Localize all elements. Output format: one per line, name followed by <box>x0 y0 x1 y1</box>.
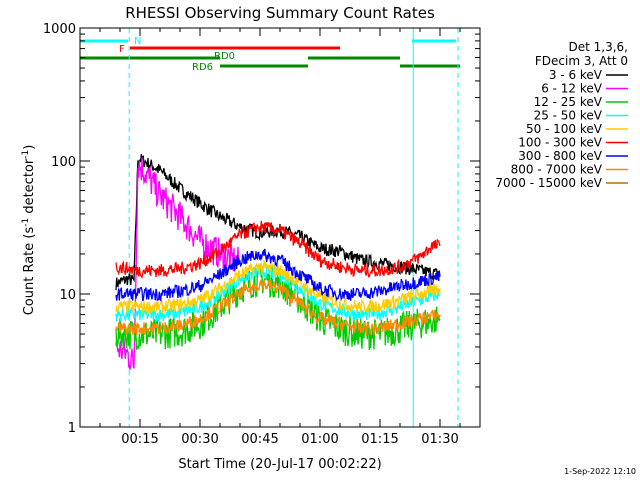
x-axis-ticks: 00:15 00:30 00:45 01:00 01:15 01:30 <box>79 28 481 447</box>
legend-entry-label: 800 - 7000 keV <box>511 163 603 177</box>
flag-bar-label: F <box>119 44 125 55</box>
legend-entry-label: 3 - 6 keV <box>549 68 603 82</box>
footer-timestamp: 1-Sep-2022 12:10 <box>564 467 636 476</box>
x-tick-label: 01:30 <box>421 432 458 447</box>
y-axis-label-part: detector <box>22 158 37 218</box>
x-axis-label: Start Time (20-Jul-17 00:02:22) <box>178 457 381 472</box>
series-line <box>115 278 441 336</box>
y-axis-label-superscript: -1 <box>21 218 31 227</box>
chart-title: RHESSI Observing Summary Count Rates <box>125 4 435 22</box>
flag-bar-label: RD0 <box>214 51 235 62</box>
series-line <box>115 248 441 302</box>
x-tick-label: 01:15 <box>361 432 398 447</box>
legend-entry-label: 100 - 300 keV <box>518 136 602 150</box>
series-line <box>115 220 441 280</box>
y-axis-ticks: 1 10 100 1000 <box>43 22 480 436</box>
series-line <box>115 153 441 291</box>
series-lines <box>115 153 441 370</box>
x-tick-label: 00:45 <box>241 432 278 447</box>
series-line <box>115 259 441 316</box>
series-line <box>115 157 241 370</box>
y-tick-label: 100 <box>51 155 76 170</box>
y-tick-label: 10 <box>59 288 76 303</box>
vertical-lines <box>128 28 459 427</box>
legend-entry-label: 12 - 25 keV <box>534 95 603 109</box>
flag-bar-label: N <box>134 36 141 47</box>
legend-header-line-1: Det 1,3,6, <box>569 40 629 54</box>
legend-entry-label: 25 - 50 keV <box>534 109 603 123</box>
y-tick-label: 1 <box>68 421 76 436</box>
x-tick-label: 00:30 <box>181 432 218 447</box>
legend-entry-label: 6 - 12 keV <box>541 82 603 96</box>
legend-entry-label: 50 - 100 keV <box>526 122 603 136</box>
flag-bar-label: RD6 <box>192 62 213 73</box>
legend-entry-label: 7000 - 15000 keV <box>495 176 602 190</box>
y-tick-label: 1000 <box>43 22 76 37</box>
x-tick-label: 01:00 <box>301 432 338 447</box>
legend-entry-label: 300 - 800 keV <box>518 149 602 163</box>
y-axis-label-superscript: -1 <box>21 150 31 159</box>
y-axis-label-part: Count Rate (s <box>22 227 37 316</box>
y-axis-label-part: ) <box>22 145 37 150</box>
legend-header-line-2: FDecim 3, Att 0 <box>535 54 628 68</box>
x-tick-label: 00:15 <box>121 432 158 447</box>
y-axis-label: Count Rate (s-1 detector-1) <box>21 145 37 316</box>
